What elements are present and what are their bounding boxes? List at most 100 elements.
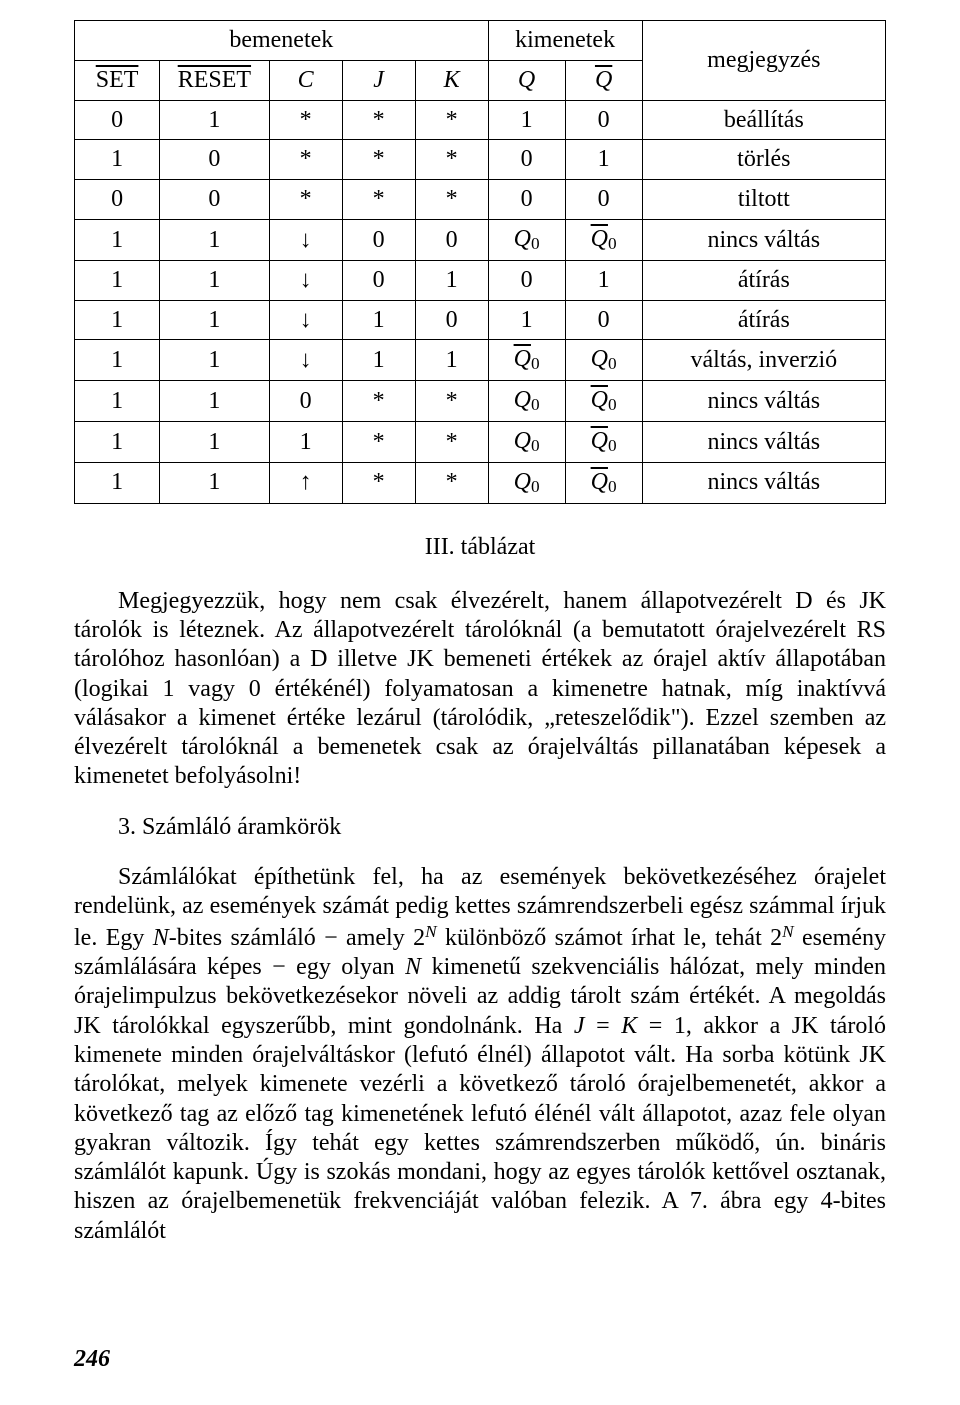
table-cell: 1	[75, 140, 160, 180]
table-cell: 1	[160, 462, 269, 503]
section-heading: 3. Számláló áramkörök	[74, 814, 886, 841]
col-header-qbar: Q	[565, 60, 642, 100]
table-cell: átírás	[642, 260, 885, 300]
table-cell: ↓	[269, 340, 342, 381]
table-cell: Q0	[565, 462, 642, 503]
table-row: 11↑**Q0Q0nincs váltás	[75, 462, 886, 503]
table-cell: Q0	[565, 340, 642, 381]
table-cell: nincs váltás	[642, 381, 885, 422]
table-cell: *	[342, 180, 415, 220]
table-cell: 1	[160, 422, 269, 463]
table-row: 111**Q0Q0nincs váltás	[75, 422, 886, 463]
table-cell: Q0	[565, 422, 642, 463]
table-row: 11↓0101átírás	[75, 260, 886, 300]
table-cell: átírás	[642, 300, 885, 340]
table-caption: III. táblázat	[74, 534, 886, 561]
col-header-j: J	[342, 60, 415, 100]
table-cell: 0	[160, 140, 269, 180]
table-cell: 0	[415, 300, 488, 340]
col-header-q: Q	[488, 60, 565, 100]
table-cell: tiltott	[642, 180, 885, 220]
table-cell: ↓	[269, 300, 342, 340]
table-cell: *	[342, 381, 415, 422]
table-cell: 1	[160, 100, 269, 140]
table-cell: ↓	[269, 219, 342, 260]
table-cell: 1	[565, 260, 642, 300]
table-cell: ↑	[269, 462, 342, 503]
table-cell: 1	[160, 300, 269, 340]
table-cell: Q0	[488, 462, 565, 503]
table-cell: Q0	[565, 219, 642, 260]
table-row: 110**Q0Q0nincs váltás	[75, 381, 886, 422]
table-cell: nincs váltás	[642, 219, 885, 260]
table-cell: *	[342, 462, 415, 503]
table-cell: 1	[75, 462, 160, 503]
table-cell: Q0	[488, 340, 565, 381]
table-cell: váltás, inverzió	[642, 340, 885, 381]
col-header-c: C	[269, 60, 342, 100]
paragraph-2: Számlálókat építhetünk fel, ha az esemén…	[74, 863, 886, 1246]
table-row: 11↓1010átírás	[75, 300, 886, 340]
table-row: 11↓00Q0Q0nincs váltás	[75, 219, 886, 260]
table-cell: 1	[160, 260, 269, 300]
table-cell: 1	[415, 340, 488, 381]
table-cell: *	[415, 462, 488, 503]
table-cell: *	[269, 140, 342, 180]
truth-table: bemenetek kimenetek megjegyzés SET RESET…	[74, 20, 886, 504]
table-cell: 1	[488, 300, 565, 340]
table-cell: beállítás	[642, 100, 885, 140]
table-cell: 1	[160, 219, 269, 260]
table-cell: 0	[565, 100, 642, 140]
table-row: 11↓11Q0Q0váltás, inverzió	[75, 340, 886, 381]
paragraph-1: Megjegyezzük, hogy nem csak élvezérelt, …	[74, 587, 886, 792]
table-cell: *	[269, 100, 342, 140]
table-cell: 1	[269, 422, 342, 463]
document-page: bemenetek kimenetek megjegyzés SET RESET…	[0, 0, 960, 1405]
table-cell: 0	[488, 180, 565, 220]
table-cell: 1	[415, 260, 488, 300]
table-cell: *	[415, 180, 488, 220]
table-cell: *	[342, 422, 415, 463]
page-number: 246	[74, 1346, 110, 1373]
col-header-reset: RESET	[160, 60, 269, 100]
table-cell: Q0	[488, 219, 565, 260]
table-cell: *	[415, 100, 488, 140]
table-cell: 1	[160, 381, 269, 422]
table-cell: 1	[75, 219, 160, 260]
table-row: 01***10beállítás	[75, 100, 886, 140]
table-cell: *	[415, 422, 488, 463]
table-cell: 0	[565, 300, 642, 340]
table-cell: 0	[75, 180, 160, 220]
table-cell: 0	[488, 260, 565, 300]
col-header-k: K	[415, 60, 488, 100]
table-cell: Q0	[565, 381, 642, 422]
table-cell: 1	[488, 100, 565, 140]
table-cell: 1	[75, 381, 160, 422]
table-cell: 0	[160, 180, 269, 220]
table-cell: 0	[565, 180, 642, 220]
table-cell: ↓	[269, 260, 342, 300]
table-cell: *	[269, 180, 342, 220]
table-cell: 0	[75, 100, 160, 140]
table-cell: 1	[75, 422, 160, 463]
table-cell: 0	[269, 381, 342, 422]
table-cell: 1	[75, 260, 160, 300]
table-cell: nincs váltás	[642, 462, 885, 503]
group-header-note: megjegyzés	[642, 21, 885, 101]
table-row: 00***00tiltott	[75, 180, 886, 220]
table-cell: 1	[342, 340, 415, 381]
table-cell: 0	[342, 260, 415, 300]
table-cell: 0	[415, 219, 488, 260]
table-row: 10***01törlés	[75, 140, 886, 180]
col-header-set: SET	[75, 60, 160, 100]
table-cell: *	[415, 140, 488, 180]
group-header-inputs: bemenetek	[75, 21, 489, 61]
table-cell: törlés	[642, 140, 885, 180]
group-header-outputs: kimenetek	[488, 21, 642, 61]
table-cell: 1	[75, 300, 160, 340]
table-cell: 1	[160, 340, 269, 381]
table-header-group-row: bemenetek kimenetek megjegyzés	[75, 21, 886, 61]
table-cell: 1	[342, 300, 415, 340]
table-cell: *	[415, 381, 488, 422]
table-cell: Q0	[488, 422, 565, 463]
